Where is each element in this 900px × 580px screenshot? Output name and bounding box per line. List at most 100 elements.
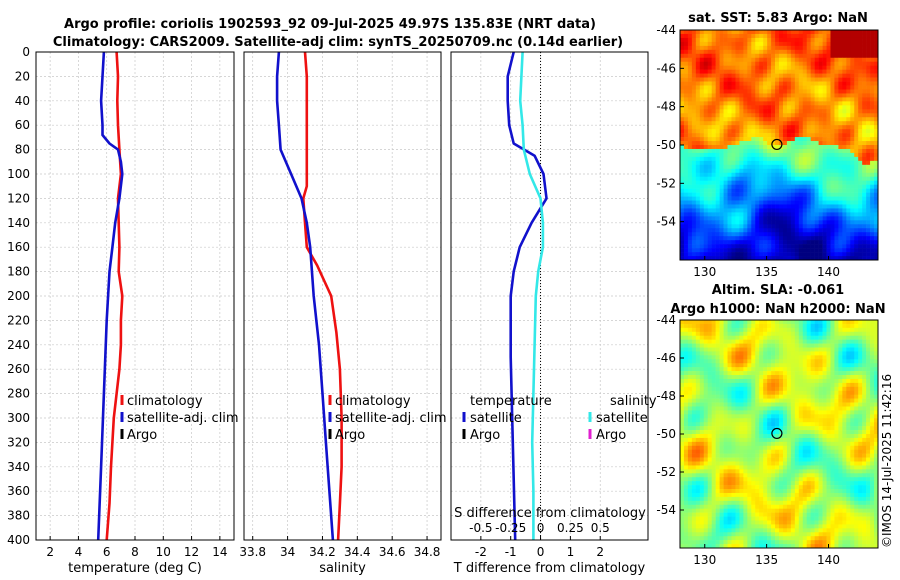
map-cell	[786, 343, 792, 348]
map-cell	[767, 208, 772, 213]
map-cell	[699, 53, 705, 59]
map-cell	[826, 351, 831, 356]
map-cell	[830, 410, 835, 415]
map-cell	[818, 57, 823, 63]
map-cell	[814, 212, 819, 217]
map-cell	[723, 220, 728, 225]
map-cell	[814, 176, 819, 181]
map-cell	[846, 192, 851, 197]
map-cell	[830, 228, 835, 233]
map-cell	[739, 228, 744, 233]
map-cell	[687, 256, 693, 261]
map-cell	[719, 445, 724, 451]
map-cell	[798, 414, 804, 419]
map-cell	[731, 232, 736, 237]
map-cell	[771, 30, 776, 35]
map-cell	[810, 394, 815, 399]
map-cell	[699, 232, 705, 237]
map-cell	[699, 449, 705, 454]
map-cell	[715, 339, 720, 344]
map-cell	[830, 89, 835, 94]
map-cell	[802, 343, 808, 348]
map-cell	[870, 61, 875, 66]
map-cell	[806, 390, 811, 395]
map-cell	[802, 418, 808, 423]
map-cell	[695, 125, 701, 130]
map-cell	[794, 228, 800, 233]
map-cell	[691, 41, 697, 47]
map-cell	[767, 81, 772, 86]
map-cell	[862, 375, 867, 380]
map-cell	[818, 445, 823, 451]
map-cell	[854, 37, 859, 43]
map-cell	[691, 69, 697, 74]
map-cell	[779, 164, 784, 170]
map-cell	[723, 141, 728, 146]
map-cell	[790, 390, 796, 395]
map-cell	[759, 430, 764, 435]
map-cell	[739, 390, 744, 395]
map-cell	[715, 192, 720, 197]
map-cell	[719, 402, 724, 407]
depth-tick-label: 360	[7, 484, 30, 498]
map-cell	[751, 248, 756, 253]
map-cell	[866, 188, 871, 193]
map-cell	[747, 85, 752, 90]
map-cell	[751, 449, 756, 454]
map-cell	[731, 426, 736, 431]
map-cell	[858, 212, 863, 217]
map-cell	[747, 156, 752, 162]
map-cell	[846, 57, 851, 63]
map-cell	[680, 69, 685, 74]
map-cell	[695, 30, 701, 35]
map-cell	[763, 461, 768, 466]
map-cell	[850, 240, 855, 245]
map-cell	[822, 85, 827, 90]
map-cell	[695, 129, 701, 134]
map-cell	[810, 69, 815, 74]
map-cell	[695, 148, 701, 154]
map-cell	[814, 331, 819, 337]
map-cell	[814, 129, 819, 134]
map-cell	[735, 30, 740, 35]
map-cell	[751, 375, 756, 380]
map-cell	[763, 30, 768, 35]
map-cell	[759, 73, 764, 78]
map-cell	[763, 375, 768, 380]
map-cell	[866, 85, 871, 90]
map-cell	[826, 196, 831, 201]
map-cell	[715, 378, 720, 384]
map-cell	[771, 430, 776, 435]
map-cell	[707, 371, 712, 376]
map-cell	[751, 69, 756, 74]
map-cell	[798, 85, 804, 90]
map-cell	[755, 85, 760, 90]
map-cell	[763, 212, 768, 217]
map-cell	[870, 434, 875, 439]
map-cell	[818, 394, 823, 399]
map-cell	[723, 49, 728, 55]
map-cell	[802, 97, 808, 102]
map-cell	[842, 220, 847, 225]
map-cell	[699, 156, 705, 162]
map-cell	[731, 398, 736, 403]
map-cell	[683, 152, 689, 158]
map-cell	[771, 248, 776, 253]
map-cell	[699, 256, 705, 261]
map-cell	[715, 445, 720, 451]
map-cell	[743, 418, 748, 423]
map-cell	[802, 73, 808, 78]
map-cell	[830, 216, 835, 221]
map-cell	[870, 224, 875, 229]
map-cell	[854, 30, 859, 35]
map-cell	[862, 141, 867, 146]
map-cell	[822, 192, 827, 197]
map-cell	[862, 65, 867, 70]
map-cell	[735, 69, 740, 74]
map-cell	[727, 168, 732, 174]
map-cell	[763, 172, 768, 178]
map-cell	[680, 434, 685, 439]
map-cell	[775, 164, 780, 170]
map-cell	[834, 410, 839, 415]
map-cell	[794, 351, 800, 356]
